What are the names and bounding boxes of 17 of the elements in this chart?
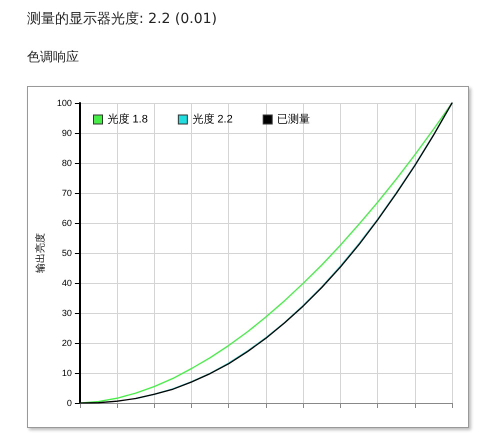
y-tick-label: 100 [56, 98, 72, 108]
y-tick-label: 80 [62, 158, 72, 168]
legend-label: 光度 2.2 [192, 112, 233, 126]
y-tick-label: 90 [62, 128, 72, 138]
legend-label: 光度 1.8 [108, 112, 148, 126]
y-tick-label: 0 [66, 398, 72, 408]
chart-title: 测量的显示器光度: 2.2 (0.01) [27, 10, 217, 28]
y-tick-label: 60 [62, 218, 72, 228]
y-tick-label: 50 [62, 248, 72, 258]
y-tick-label: 70 [62, 188, 72, 198]
y-axis-title: 输出亮度 [34, 233, 46, 273]
y-tick-label: 20 [62, 338, 72, 348]
y-tick-label: 40 [62, 278, 72, 288]
chart-subtitle: 色调响应 [27, 49, 79, 66]
y-tick-label: 30 [62, 308, 72, 318]
legend-label: 已测量 [277, 114, 310, 126]
y-tick-label: 10 [62, 368, 72, 378]
